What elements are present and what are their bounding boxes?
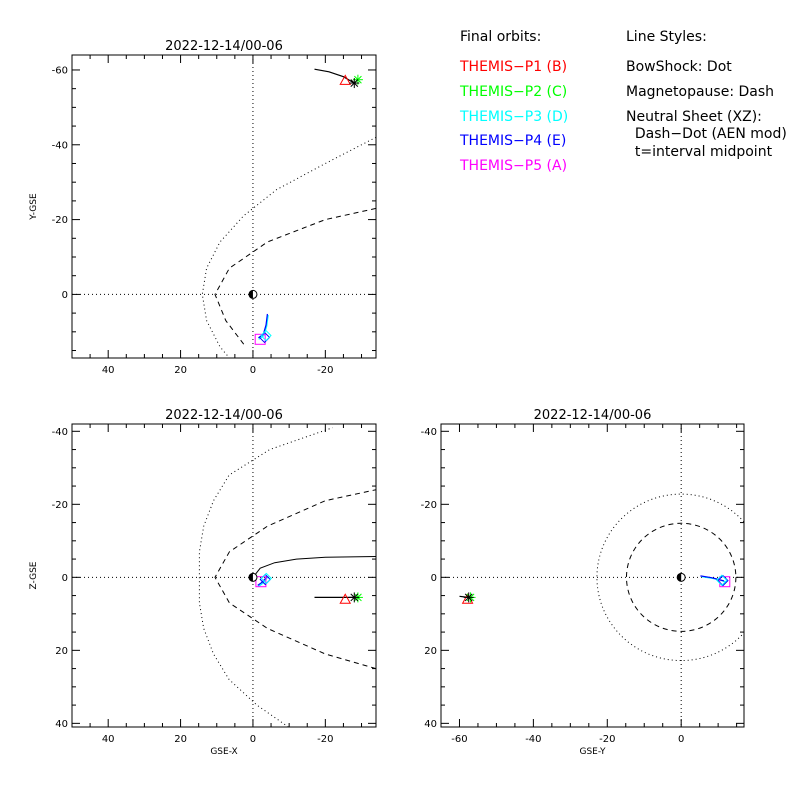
- xz-frame: [71, 423, 377, 728]
- line-style-midpoint: t=interval midpoint: [626, 144, 773, 160]
- xz-ytick-label: 40: [55, 719, 68, 730]
- xy-ylabel: Y-GSE: [29, 193, 39, 221]
- orbit-marker: [260, 572, 273, 585]
- orbit-marker-ray: [350, 593, 359, 602]
- earth-symbol-night: [677, 573, 682, 582]
- magnetopause-line: [214, 207, 376, 348]
- yz-xtick-label: -40: [525, 734, 541, 745]
- yz-xtick-label: -20: [599, 734, 615, 745]
- orbit-track: [258, 576, 268, 587]
- orbit-track: [314, 68, 355, 84]
- xz-ylabel: Z-GSE: [29, 561, 39, 589]
- xz-ytick-label: -40: [52, 427, 68, 438]
- yz-xtick-label: 0: [678, 734, 684, 745]
- xy-xtick-label: 40: [102, 365, 115, 376]
- yz-ytick-label: 40: [424, 719, 437, 730]
- earth-symbol-night: [248, 290, 253, 299]
- orbit-marker: [349, 592, 360, 603]
- orbit-marker: [719, 576, 731, 588]
- orbit-marker: [255, 576, 267, 588]
- final-orbits-title: Final orbits:: [460, 29, 541, 45]
- xz-xtick-label: 0: [250, 734, 256, 745]
- yz-xtick-label: -60: [451, 734, 467, 745]
- orbit-track: [700, 575, 725, 582]
- xy-title: 2022-12-14/00-06: [165, 39, 283, 54]
- xz-ytick-label: 20: [55, 646, 68, 657]
- xy-panel: 2022-12-14/00-06 40 20 0 -20 -60 -40 -20 0 Y-GSE: [29, 39, 377, 376]
- clip-yz-content: [459, 493, 744, 662]
- legend-p3: THEMIS−P3 (D): [459, 109, 568, 125]
- orbit-marker-ray: [350, 79, 359, 87]
- xy-xtick-label: 20: [174, 365, 187, 376]
- orbit-marker: [339, 593, 352, 604]
- line-style-bowshock: BowShock: Dot: [626, 59, 732, 75]
- line-style-dashdot: Dash−Dot (AEN mod): [626, 126, 787, 142]
- line-style-magnetopause: Magnetopause: Dash: [626, 84, 774, 100]
- xz-panel: 2022-12-14/00-06 40 20 0 -20 -40 -20 0 20 40 GSE-X…: [29, 408, 377, 757]
- xz-xtick-label: -20: [317, 734, 333, 745]
- orbit-marker: [260, 329, 272, 342]
- legend: Final orbits: THEMIS−P1 (B) THEMIS−P2 (C…: [459, 29, 787, 174]
- earth-symbol-night: [248, 573, 253, 582]
- xz-title: 2022-12-14/00-06: [165, 408, 283, 423]
- yz-title: 2022-12-14/00-06: [534, 408, 652, 423]
- orbit-marker: [716, 574, 728, 586]
- bowshock-line: [201, 136, 376, 358]
- xz-xtick-label: 40: [102, 734, 115, 745]
- yz-frame: [440, 423, 745, 728]
- yz-ytick-label: -40: [421, 427, 437, 438]
- xy-ytick-label: -40: [52, 140, 68, 151]
- bowshock-line: [198, 427, 333, 727]
- orbit-marker: [463, 592, 474, 603]
- orbit-marker-ray: [464, 593, 473, 602]
- xy-xtick-label: -20: [317, 365, 333, 376]
- xy-frame: [71, 54, 377, 359]
- line-style-neutral-sheet: Neutral Sheet (XZ):: [626, 109, 762, 125]
- yz-panel: 2022-12-14/00-06 -60 -40 -20 0 -40 -20 0 20 40 GSE…: [421, 408, 745, 757]
- orbit-marker: [349, 78, 360, 89]
- clip-xy-content: [201, 68, 376, 358]
- yz-ytick-label: 0: [431, 573, 437, 584]
- xy-ytick-label: -20: [52, 215, 68, 226]
- xz-xtick-label: 20: [174, 734, 187, 745]
- xy-ytick-label: 0: [62, 290, 68, 301]
- legend-p2: THEMIS−P2 (C): [459, 84, 567, 100]
- orbit-marker: [717, 574, 729, 587]
- yz-ytick-label: 20: [424, 646, 437, 657]
- magnetopause-line: [214, 489, 376, 670]
- line-styles-title: Line Styles:: [626, 29, 707, 45]
- yz-ytick-label: -20: [421, 500, 437, 511]
- legend-p5: THEMIS−P5 (A): [459, 158, 567, 174]
- legend-p4: THEMIS−P4 (E): [459, 133, 566, 149]
- xy-ytick-label: -60: [52, 65, 68, 76]
- xz-ytick-label: -20: [52, 500, 68, 511]
- legend-p1: THEMIS−P1 (B): [459, 59, 567, 75]
- yz-xlabel: GSE-Y: [579, 747, 606, 757]
- neutral-sheet-line: [252, 556, 376, 578]
- magnetopause-circle: [625, 522, 737, 632]
- clip-xz-content: [198, 427, 376, 727]
- xz-xlabel: GSE-X: [210, 747, 237, 757]
- orbit-marker: [339, 74, 352, 85]
- xz-ytick-label: 0: [62, 573, 68, 584]
- xy-xtick-label: 0: [250, 365, 256, 376]
